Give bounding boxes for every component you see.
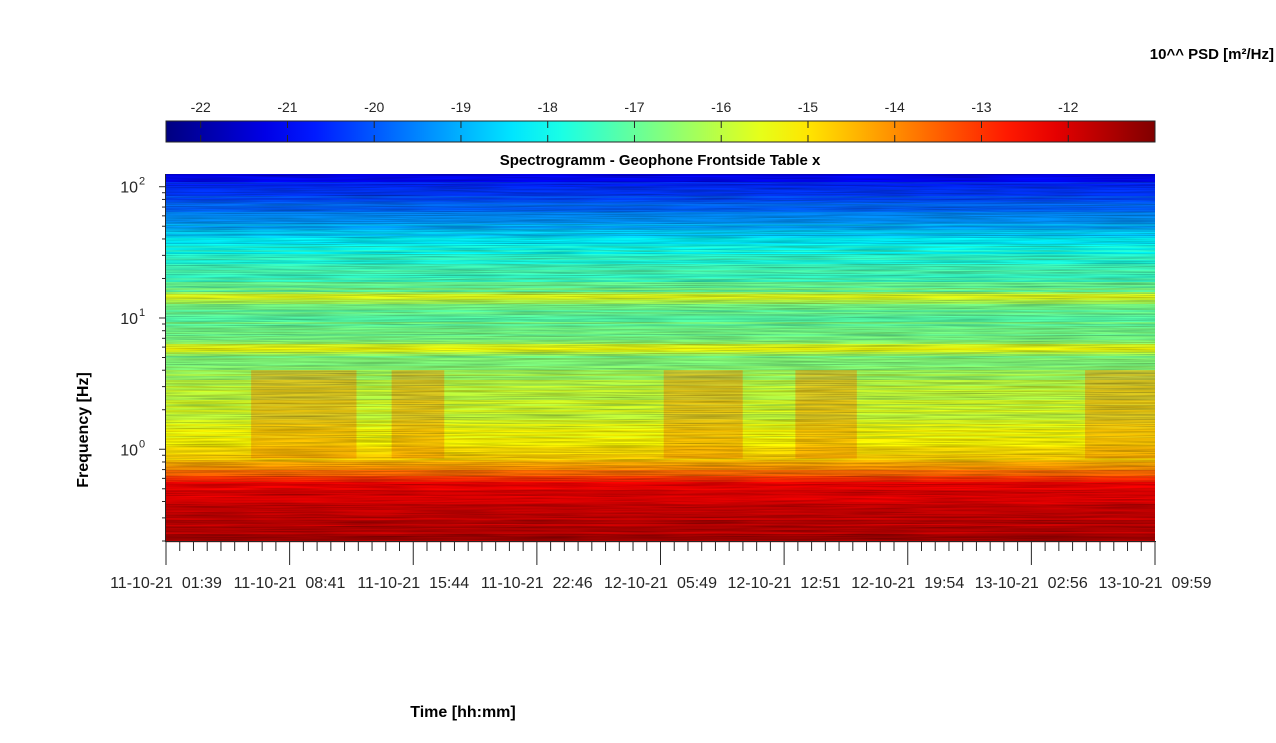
x-tick-label: 13-10-21 09:59: [1099, 575, 1212, 592]
colorbar-tick-label: -13: [971, 99, 991, 115]
x-tick-label: 12-10-21 12:51: [727, 575, 840, 592]
colorbar-tick-label: -12: [1058, 99, 1078, 115]
y-tick-exponent: 1: [139, 307, 145, 319]
x-tick-label: 11-10-21 22:46: [481, 575, 593, 592]
x-tick-label: 11-10-21 08:41: [234, 575, 346, 592]
colorbar-tick-marks: [200, 121, 1069, 142]
colorbar-tick-label: -18: [538, 99, 558, 115]
colorbar: [165, 120, 1156, 143]
chart-title: Spectrogramm - Geophone Frontside Table …: [500, 152, 821, 169]
y-tick-exponent: 0: [139, 438, 145, 450]
spectrogram-plot-area: [166, 174, 1155, 543]
colorbar-tick-label: -21: [277, 99, 297, 115]
colorbar-label: 10^^ PSD [m²/Hz]: [1150, 46, 1274, 63]
colorbar-tick-label: -22: [191, 99, 211, 115]
noise-overlay: [166, 174, 1155, 541]
x-tick-label: 12-10-21 19:54: [851, 575, 964, 592]
colorbar-tick-labels: -22 -21 -20 -19 -18 -17 -16 -15 -14 -13 -12: [191, 99, 1079, 115]
y-tick-exponent: 2: [139, 176, 145, 188]
colorbar-tick-label: -17: [624, 99, 644, 115]
colorbar-tick-label: -14: [885, 99, 905, 115]
x-axis: 11-10-21 01:39 11-10-21 08:41 11-10-21 15:…: [110, 541, 1212, 592]
x-tick-label: 11-10-21 01:39: [110, 575, 222, 592]
x-tick-label: 11-10-21 15:44: [357, 575, 469, 592]
y-tick-label: 10: [120, 311, 138, 328]
y-tick-label: 10: [120, 442, 138, 459]
colorbar-tick-label: -16: [711, 99, 731, 115]
y-axis-label: Frequency [Hz]: [75, 372, 92, 488]
colorbar-tick-label: -19: [451, 99, 471, 115]
x-tick-label: 13-10-21 02:56: [975, 575, 1088, 592]
y-tick-label: 10: [120, 180, 138, 197]
x-axis-label: Time [hh:mm]: [410, 704, 515, 721]
x-tick-label: 12-10-21 05:49: [604, 575, 717, 592]
colorbar-tick-label: -15: [798, 99, 818, 115]
colorbar-tick-label: -20: [364, 99, 384, 115]
